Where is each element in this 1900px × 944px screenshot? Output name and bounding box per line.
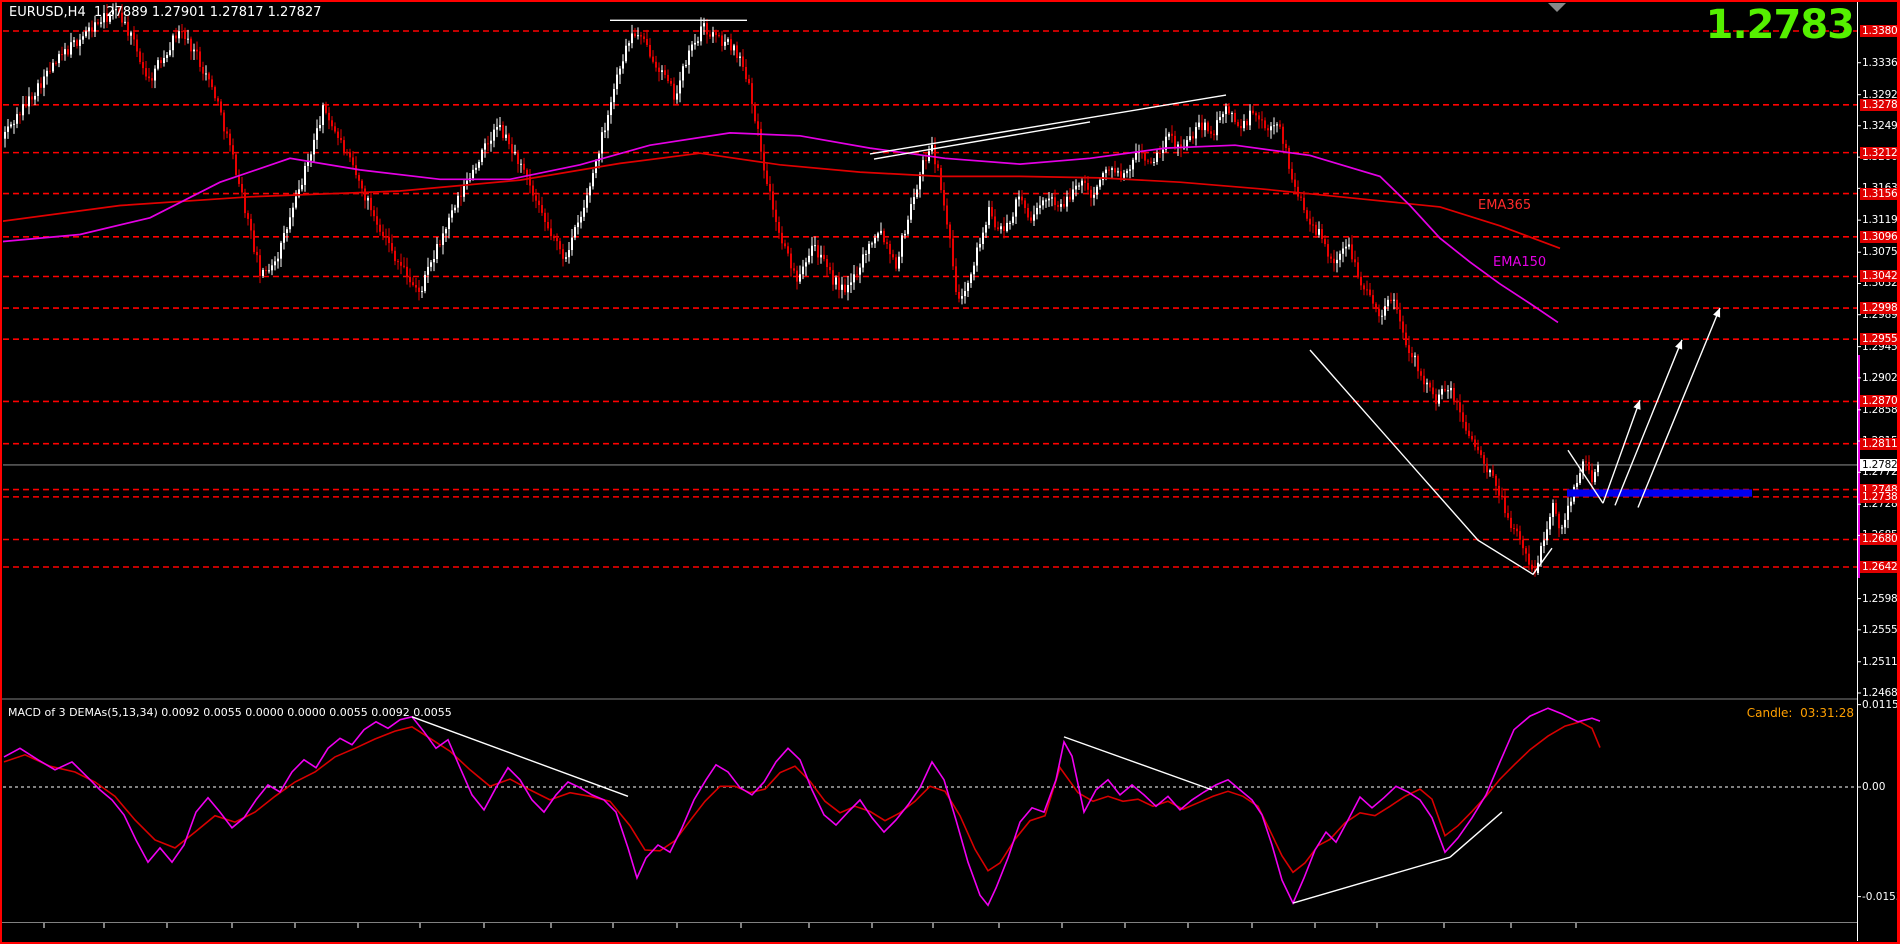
ema365-line-label: EMA365 — [1478, 198, 1532, 213]
chart-title-ohlc: EURUSD,H4 1.27889 1.27901 1.27817 1.2782… — [9, 5, 322, 20]
big-bid-price: 1.2783 — [1705, 2, 1855, 48]
support-zone-bar[interactable] — [1567, 489, 1752, 497]
time-axis[interactable]: 20 Feb 201223 Feb 04:0027 Feb 20:001 Mar… — [0, 923, 1857, 942]
macd-indicator-label: MACD of 3 DEMAs(5,13,34) 0.0092 0.0055 0… — [8, 706, 452, 719]
macd-fast-line — [3, 707, 1601, 907]
ema150-line-label: EMA150 — [1493, 255, 1547, 270]
window-border-top — [0, 0, 1900, 2]
pane-divider-handle[interactable] — [0, 698, 1857, 701]
candlesticks — [4, 2, 1599, 577]
trendlines[interactable] — [610, 19, 1721, 576]
macd-indicator-pane[interactable] — [3, 707, 1857, 907]
level-lines — [3, 30, 1857, 568]
chart-shift-marker-icon[interactable] — [1548, 3, 1566, 12]
window-border-left — [0, 0, 2, 944]
main-price-pane[interactable] — [0, 2, 1857, 577]
macd-slow-line — [3, 720, 1601, 874]
macd-trendlines[interactable] — [411, 716, 1503, 904]
ema365-line — [3, 152, 1561, 250]
candle-countdown-timer: Candle: 03:31:28 — [1746, 706, 1854, 720]
window-border-right — [1897, 0, 1900, 944]
window-border-bottom — [0, 942, 1900, 944]
